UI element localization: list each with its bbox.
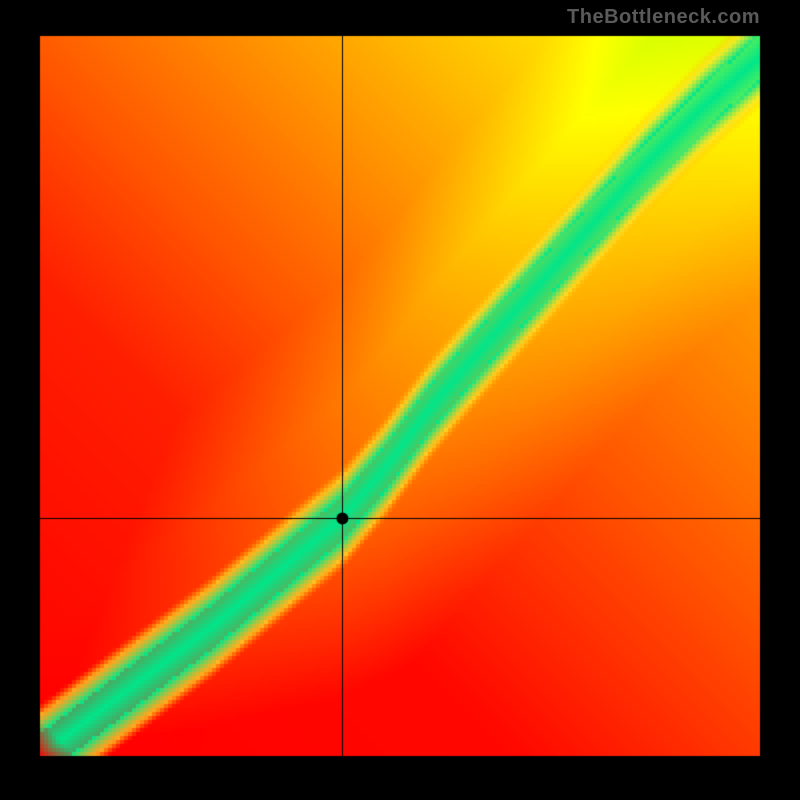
watermark-text: TheBottleneck.com xyxy=(567,6,760,29)
chart-container: TheBottleneck.com xyxy=(0,0,800,800)
heatmap-canvas xyxy=(0,0,800,800)
